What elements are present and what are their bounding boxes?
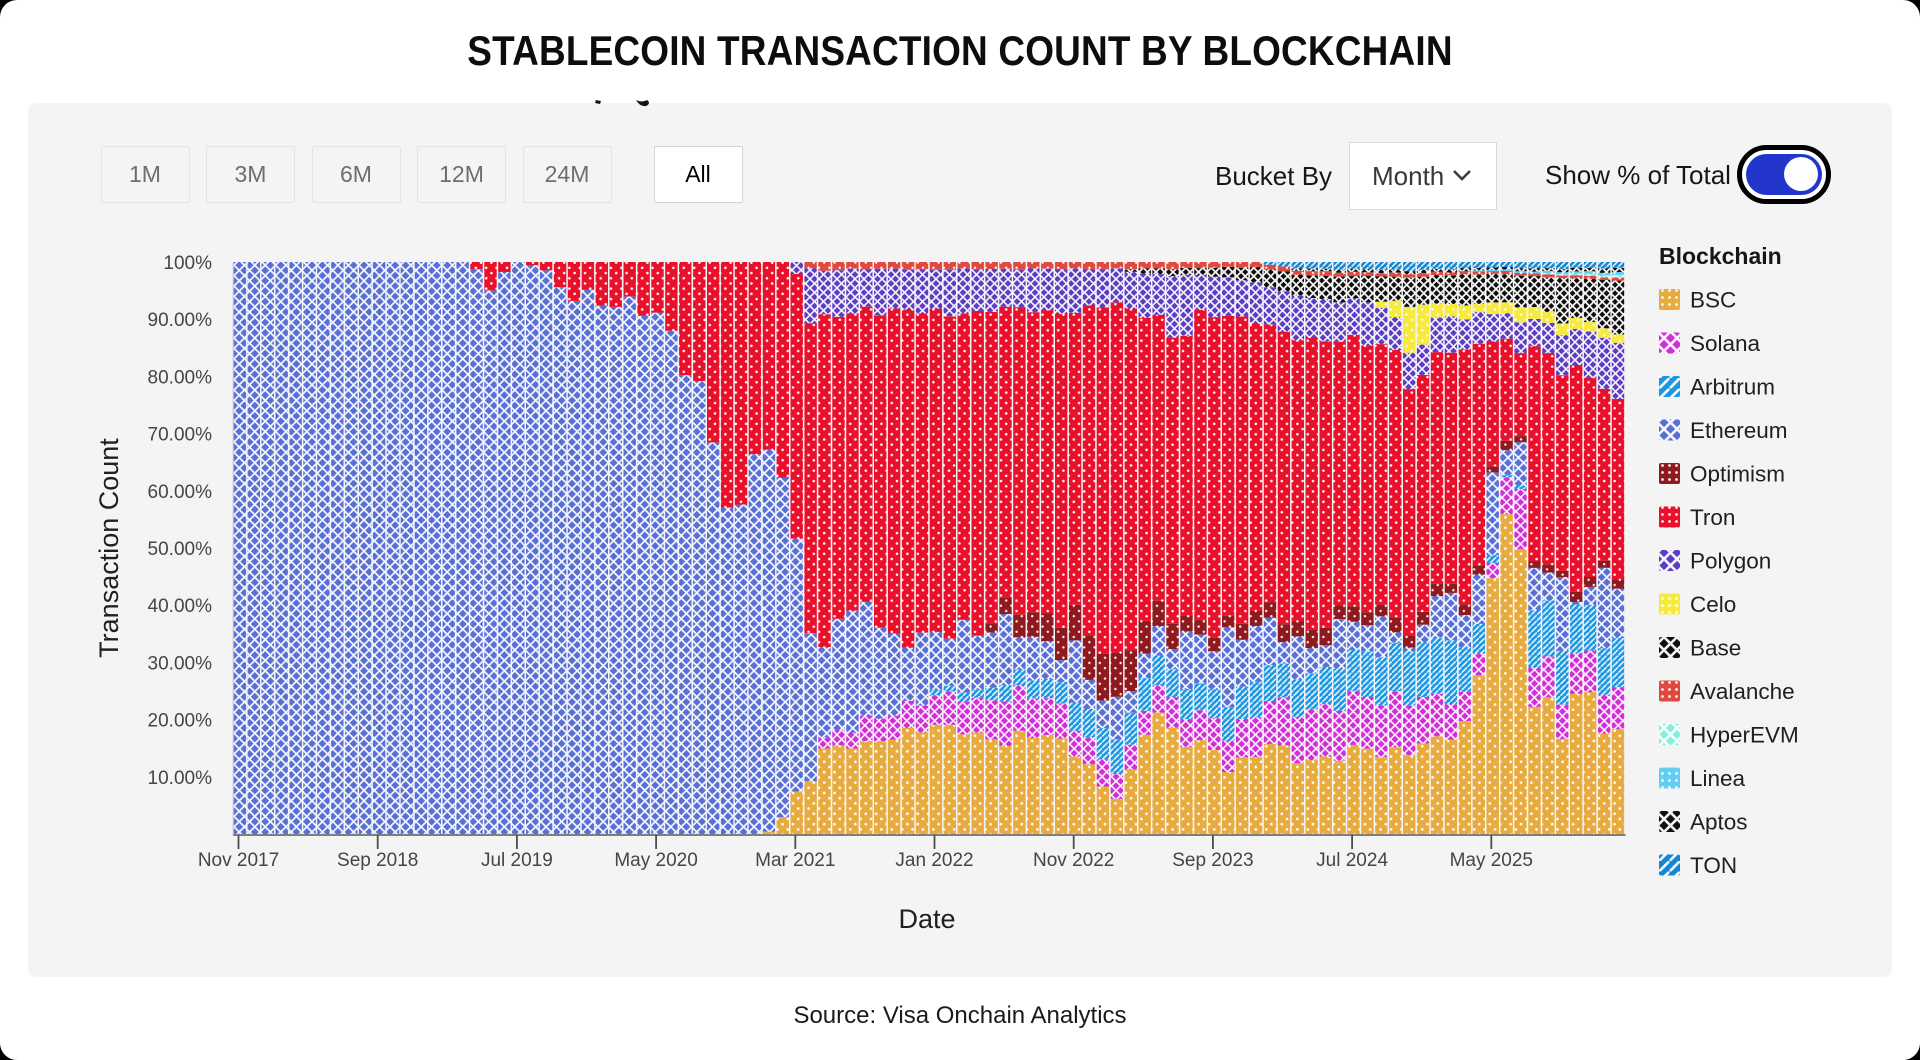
svg-text:40.00%: 40.00%: [148, 596, 213, 617]
svg-text:Linea: Linea: [1690, 766, 1746, 791]
svg-text:80.00%: 80.00%: [148, 367, 213, 388]
svg-text:May 2025: May 2025: [1450, 850, 1533, 871]
svg-text:Jul 2024: Jul 2024: [1316, 850, 1388, 871]
svg-text:Tron: Tron: [1690, 505, 1735, 530]
svg-text:Jul 2019: Jul 2019: [481, 850, 553, 871]
svg-text:70.00%: 70.00%: [148, 425, 213, 446]
svg-text:Ethereum: Ethereum: [1690, 418, 1788, 443]
svg-text:20.00%: 20.00%: [148, 711, 213, 732]
svg-text:60.00%: 60.00%: [148, 482, 213, 503]
svg-text:Transaction Count: Transaction Count: [94, 438, 124, 658]
svg-text:Polygon: Polygon: [1690, 549, 1771, 574]
svg-text:Arbitrum: Arbitrum: [1690, 375, 1775, 400]
svg-text:BSC: BSC: [1690, 288, 1736, 313]
svg-text:Nov 2017: Nov 2017: [198, 850, 279, 871]
svg-text:Optimism: Optimism: [1690, 462, 1785, 487]
svg-text:Solana: Solana: [1690, 331, 1761, 356]
svg-text:Sep 2018: Sep 2018: [337, 850, 418, 871]
svg-text:Blockchain: Blockchain: [1659, 243, 1782, 269]
svg-text:Mar 2021: Mar 2021: [755, 850, 835, 871]
svg-text:Jan 2022: Jan 2022: [895, 850, 973, 871]
svg-text:Base: Base: [1690, 636, 1741, 661]
svg-text:TON: TON: [1690, 853, 1737, 878]
svg-text:30.00%: 30.00%: [148, 653, 213, 674]
svg-text:Sep 2023: Sep 2023: [1172, 850, 1253, 871]
svg-text:50.00%: 50.00%: [148, 539, 213, 560]
svg-text:90.00%: 90.00%: [148, 310, 213, 331]
svg-text:Celo: Celo: [1690, 592, 1736, 617]
svg-text:10.00%: 10.00%: [148, 768, 213, 789]
svg-text:May 2020: May 2020: [614, 850, 697, 871]
svg-text:Aptos: Aptos: [1690, 810, 1748, 835]
svg-text:Avalanche: Avalanche: [1690, 679, 1795, 704]
svg-text:100%: 100%: [163, 253, 212, 274]
svg-text:Date: Date: [898, 904, 955, 934]
svg-text:Nov 2022: Nov 2022: [1033, 850, 1114, 871]
svg-text:HyperEVM: HyperEVM: [1690, 723, 1799, 748]
